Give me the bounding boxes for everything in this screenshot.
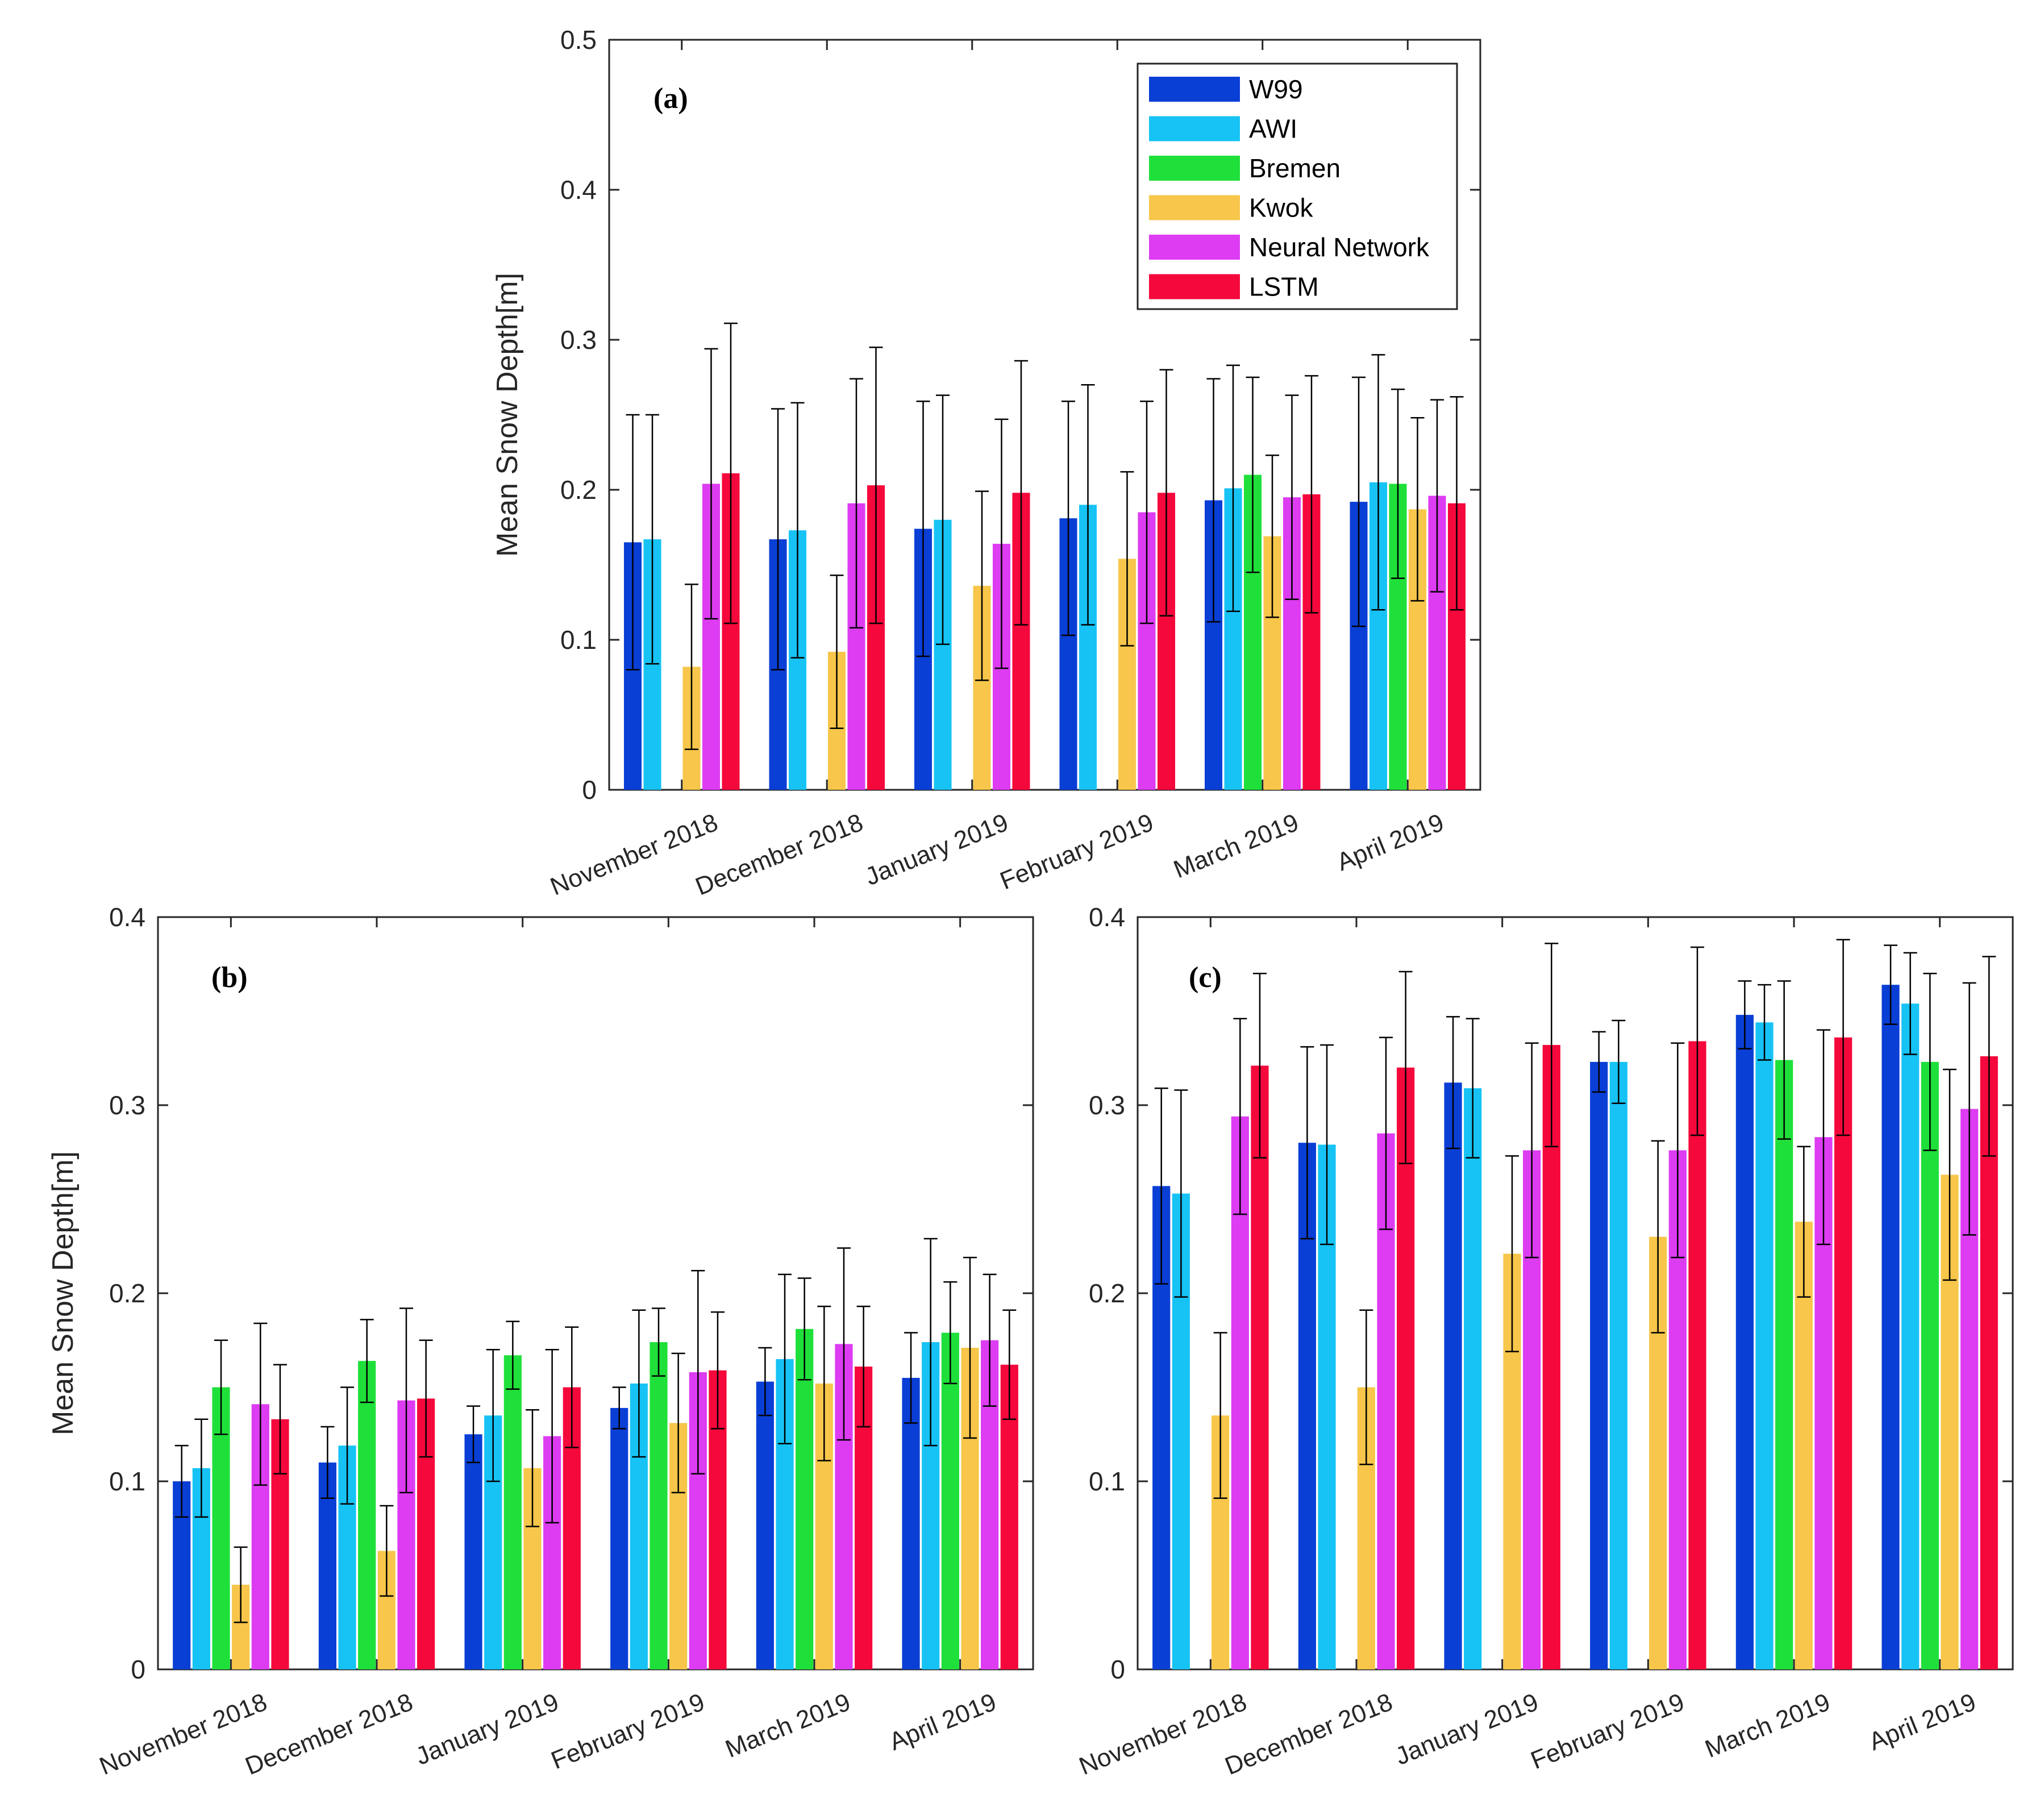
x-tick-label: March 2019 <box>1701 1688 1834 1763</box>
x-tick-label: April 2019 <box>885 1688 1000 1756</box>
x-tick-label: March 2019 <box>1169 809 1302 884</box>
bar <box>902 1377 920 1669</box>
y-tick-label: 0.4 <box>109 902 145 932</box>
x-tick-label: April 2019 <box>1865 1688 1980 1756</box>
y-tick-label: 0.5 <box>560 25 597 55</box>
bar <box>1397 1067 1415 1669</box>
y-tick-label: 0 <box>131 1655 145 1684</box>
legend-swatch <box>1149 116 1240 141</box>
legend-swatch <box>1149 156 1240 181</box>
y-tick-label: 0.2 <box>1089 1278 1125 1308</box>
x-tick-label: December 2018 <box>1221 1688 1397 1781</box>
plot-area <box>157 916 1034 1671</box>
bar <box>1735 1015 1754 1669</box>
x-tick-label: January 2019 <box>1392 1688 1543 1771</box>
x-tick-label: March 2019 <box>722 1688 855 1763</box>
bar <box>941 1332 959 1669</box>
y-tick-label: 0.3 <box>560 325 597 355</box>
panel-label: (a) <box>653 82 688 115</box>
x-tick-label: February 2019 <box>547 1688 709 1775</box>
legend-swatch <box>1149 235 1240 260</box>
y-tick-label: 0.3 <box>1089 1090 1125 1120</box>
legend-box <box>1137 63 1458 310</box>
x-tick-label: January 2019 <box>412 1688 563 1771</box>
bar <box>464 1434 482 1669</box>
bar <box>1834 1037 1852 1669</box>
x-tick-label: February 2019 <box>1527 1688 1688 1775</box>
legend: W99 AWI Bremen Kwok Neural Network LSTM <box>1137 63 1458 310</box>
legend-swatch <box>1149 195 1240 220</box>
legend-label: Kwok <box>1249 193 1313 223</box>
legend-label: AWI <box>1249 114 1297 144</box>
bar <box>1590 1061 1608 1669</box>
y-tick-label: 0.3 <box>109 1090 145 1120</box>
y-tick-label: 0.4 <box>1089 902 1125 932</box>
bar <box>1775 1060 1793 1669</box>
legend-swatch <box>1149 274 1240 299</box>
x-tick-label: December 2018 <box>242 1688 417 1781</box>
y-tick-label: 0.1 <box>560 625 597 655</box>
bar <box>1251 1065 1269 1669</box>
y-tick-label: 0.2 <box>109 1278 145 1308</box>
plot-area <box>1137 916 2014 1671</box>
plot-area <box>608 39 1481 791</box>
bar <box>1688 1041 1706 1669</box>
panel-label: (c) <box>1189 961 1222 994</box>
bar <box>1881 985 1900 1669</box>
bar <box>650 1342 668 1669</box>
panel-label: (b) <box>211 961 248 994</box>
y-tick-label: 0 <box>582 775 597 805</box>
y-tick-label: 0.2 <box>560 475 597 505</box>
legend-label: Bremen <box>1249 153 1341 183</box>
bar <box>1901 1003 1920 1669</box>
bar <box>1921 1061 1939 1669</box>
legend-swatch <box>1149 77 1240 102</box>
x-tick-label: November 2018 <box>1075 1688 1251 1781</box>
x-tick-label: November 2018 <box>95 1688 271 1781</box>
bar <box>358 1361 376 1669</box>
y-axis-label: Mean Snow Depth[m] <box>47 1151 80 1435</box>
y-tick-label: 0.1 <box>109 1467 145 1496</box>
legend-label: Neural Network <box>1249 232 1430 262</box>
legend-label: W99 <box>1249 74 1303 104</box>
bar <box>1444 1082 1462 1669</box>
bar <box>503 1355 522 1669</box>
y-axis-label: Mean Snow Depth[m] <box>491 273 524 557</box>
y-tick-label: 0.1 <box>1089 1467 1125 1496</box>
bar <box>796 1328 814 1669</box>
bar <box>1464 1088 1482 1669</box>
y-tick-label: 0.4 <box>560 175 597 205</box>
bar <box>1542 1045 1560 1669</box>
bar <box>1755 1022 1774 1669</box>
bar <box>1980 1056 1998 1669</box>
x-tick-label: January 2019 <box>861 809 1013 891</box>
x-tick-label: December 2018 <box>692 809 867 901</box>
x-tick-label: April 2019 <box>1333 809 1448 877</box>
bar <box>1609 1061 1627 1669</box>
y-tick-label: 0 <box>1110 1655 1125 1684</box>
x-tick-label: November 2018 <box>547 809 722 901</box>
bar <box>756 1381 774 1669</box>
x-tick-label: February 2019 <box>996 809 1158 895</box>
bar <box>610 1407 628 1669</box>
legend-label: LSTM <box>1249 272 1319 302</box>
